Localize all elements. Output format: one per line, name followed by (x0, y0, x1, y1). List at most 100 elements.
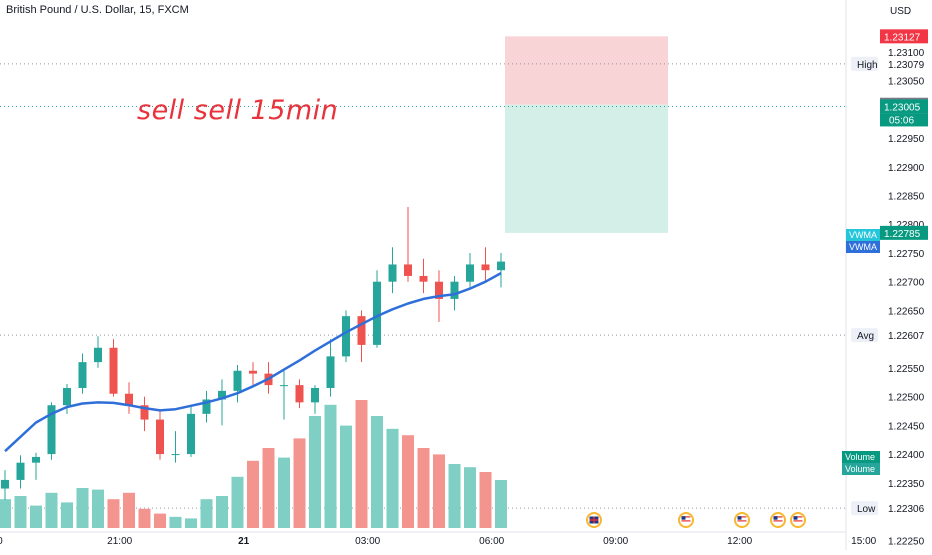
currency-label: USD (890, 6, 911, 17)
stop-price-tag: 1.23127 (880, 29, 928, 44)
volume-bar (107, 499, 120, 528)
volume-bar (231, 476, 244, 528)
candle (47, 402, 56, 460)
price-axis: USD 1.23100 1.23050 1.22950 1.22900 1.22850 1.… (842, 0, 928, 550)
candle (187, 405, 195, 457)
candle (16, 455, 25, 489)
candle-body (125, 393, 133, 406)
low-value: 1.22306 (888, 504, 925, 515)
volume-bar (216, 496, 228, 528)
candle-body (109, 347, 118, 394)
us-flag-icon (678, 512, 694, 528)
candle-body (311, 387, 319, 403)
volume-bar (340, 425, 352, 528)
last-price-tag-text: 1.23005 (884, 102, 921, 113)
x-tick-label: 09:00 (603, 536, 628, 547)
candle-body (94, 347, 102, 363)
symbol-title[interactable]: British Pound / U.S. Dollar, 15, FXCM (6, 4, 189, 16)
target-price-tag: 1.22785 (880, 225, 928, 240)
stop-price-tag-bg (880, 29, 928, 44)
last-price-tag: 1.23005 05:06 (880, 99, 928, 127)
candle-body (481, 264, 490, 271)
candle-body (450, 281, 459, 299)
y-tick-label: 1.22950 (888, 134, 925, 145)
volume-bar (123, 492, 135, 528)
stop-price-tag-text: 1.23127 (884, 32, 921, 43)
stop-loss-zone (505, 36, 668, 105)
avg-value: 1.22607 (888, 331, 925, 342)
volume-bar (464, 467, 476, 528)
us-flag-icon (790, 512, 806, 528)
last-price-tag-extra-bg (880, 113, 928, 127)
economic-events (586, 512, 806, 528)
candle (1, 470, 9, 501)
vwma-label-1: VWMA (849, 230, 877, 240)
volume-bar (448, 464, 461, 528)
volume-bar (262, 448, 275, 528)
candle-body (357, 316, 366, 345)
chart-annotation: sell sell 15min (137, 95, 339, 126)
candle-body (171, 454, 180, 456)
volume-bar (278, 457, 290, 528)
candle (481, 247, 490, 282)
target-price-tag-text: 1.22785 (884, 229, 921, 240)
x-tick-label: 12:00 (727, 536, 752, 547)
candle (109, 339, 118, 397)
candle (233, 365, 242, 403)
candle (140, 396, 149, 432)
candle-body (295, 385, 304, 403)
volume-bar (386, 428, 399, 528)
candle-body (187, 413, 195, 455)
volume-bar (324, 404, 337, 528)
vwma-chip-1 (846, 229, 880, 241)
volume-bar (371, 416, 383, 528)
y-tick-label: 1.22550 (888, 364, 925, 375)
time-axis: :00 21:00 21 03:00 06:00 09:00 12:00 15:00 (0, 531, 877, 547)
y-tick-label: 1.23050 (888, 77, 925, 88)
candle (32, 452, 40, 480)
take-profit-zone (505, 104, 668, 233)
candle-body (202, 399, 211, 414)
volume-bar (495, 480, 507, 528)
candle-body (249, 370, 257, 374)
candle (202, 390, 211, 423)
volume-chip-2 (842, 463, 880, 475)
low-chip-text: Low (857, 504, 876, 515)
candle (295, 379, 304, 409)
candle (171, 431, 180, 463)
candle (342, 310, 350, 363)
candle (63, 383, 71, 414)
volume-bar (417, 448, 430, 528)
candle (404, 206, 412, 282)
volume-bar (293, 438, 306, 528)
volume-bar (0, 499, 11, 528)
candle-body (435, 281, 443, 299)
candle (373, 270, 381, 348)
volume-bar (200, 499, 213, 528)
candle-body (233, 370, 242, 391)
y-tick-label: 1.22350 (888, 479, 925, 490)
candle (125, 382, 133, 414)
volume-bar (169, 516, 182, 528)
candle-body (497, 261, 505, 271)
candle (388, 247, 397, 294)
y-tick-label: 1.22400 (888, 450, 925, 461)
x-tick-label: :00 (0, 536, 3, 547)
candle-body (326, 356, 335, 388)
candle-body (388, 264, 397, 282)
x-tick-label: 21 (238, 536, 250, 547)
candle (218, 379, 226, 426)
volume-bar (185, 518, 197, 528)
candle-body (466, 264, 474, 282)
volume-bar (479, 472, 492, 528)
target-price-tag-bg (880, 225, 928, 240)
candle (94, 336, 102, 368)
y-tick-label: 1.22800 (888, 220, 925, 231)
volume-bar (30, 505, 42, 528)
candle (466, 252, 474, 288)
x-tick-label: 06:00 (479, 536, 504, 547)
candle-body (63, 387, 71, 406)
candle-body (1, 479, 9, 489)
